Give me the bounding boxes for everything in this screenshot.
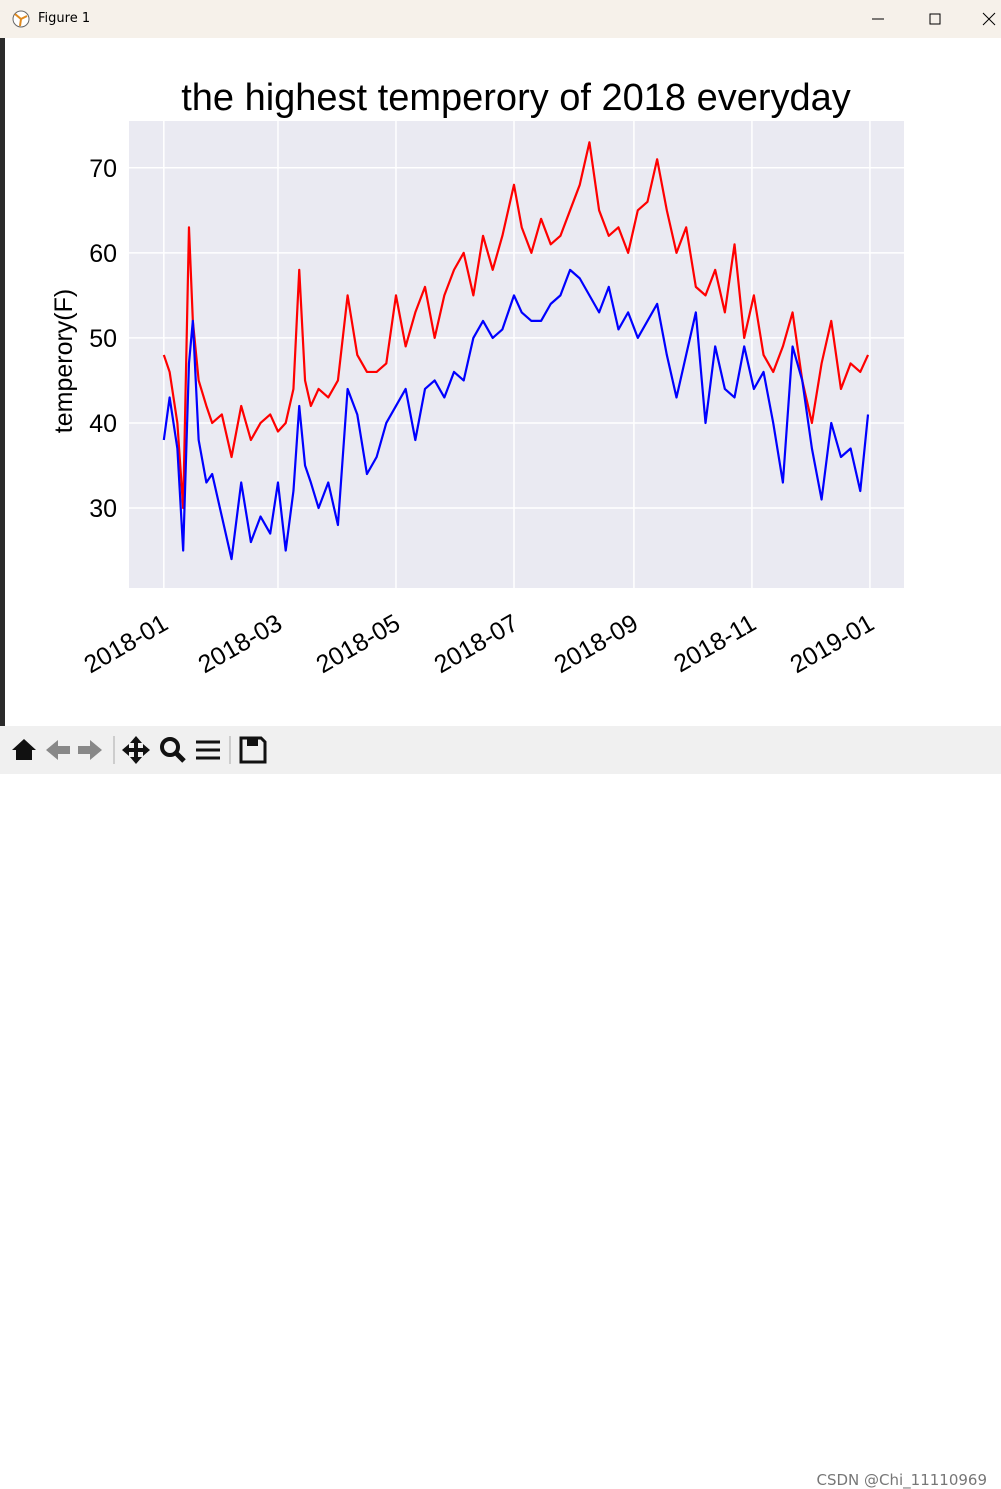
window-controls[interactable] — [841, 0, 1001, 38]
window-title: Figure 1 — [38, 11, 91, 26]
pan-button[interactable] — [122, 736, 150, 764]
forward-button[interactable] — [78, 740, 102, 760]
x-tick-label: 2018-11 — [669, 609, 761, 678]
y-axis-label: temperory(F) — [50, 289, 78, 433]
plot-area — [129, 121, 904, 588]
save-button[interactable] — [239, 736, 267, 764]
zoom-button[interactable] — [160, 737, 180, 757]
x-tick-label: 2018-09 — [549, 609, 642, 679]
y-tick-label: 70 — [89, 155, 117, 183]
chart-title: the highest temperory of 2018 everyday — [181, 77, 851, 119]
x-tick-label: 2018-05 — [312, 609, 405, 679]
toolbar-icons — [12, 736, 267, 764]
app-icon — [12, 10, 30, 28]
close[interactable] — [982, 12, 996, 26]
y-tick-label: 60 — [89, 240, 117, 268]
y-tick-label: 30 — [89, 495, 117, 523]
x-tick-label: 2018-07 — [430, 609, 523, 679]
chart: the highest temperory of 2018 everyday t… — [0, 38, 904, 726]
configure-button[interactable] — [196, 740, 220, 760]
x-tick-label: 2019-01 — [785, 609, 878, 679]
edge — [0, 38, 5, 726]
title-bar: Figure 1 — [0, 0, 1001, 38]
x-tick-label: 2018-03 — [194, 609, 287, 679]
y-tick-label: 40 — [89, 410, 117, 438]
x-tick-label: 2018-01 — [79, 609, 172, 679]
y-tick-label: 50 — [89, 325, 117, 353]
data-line — [162, 141, 870, 510]
data-line — [162, 268, 870, 561]
maximize[interactable] — [929, 13, 941, 25]
toolbar: CSDN @Chi_11110969 — [0, 726, 1001, 1489]
home-button[interactable] — [12, 739, 36, 760]
back-button[interactable] — [46, 740, 70, 760]
watermark: CSDN @Chi_11110969 — [816, 1471, 987, 1489]
